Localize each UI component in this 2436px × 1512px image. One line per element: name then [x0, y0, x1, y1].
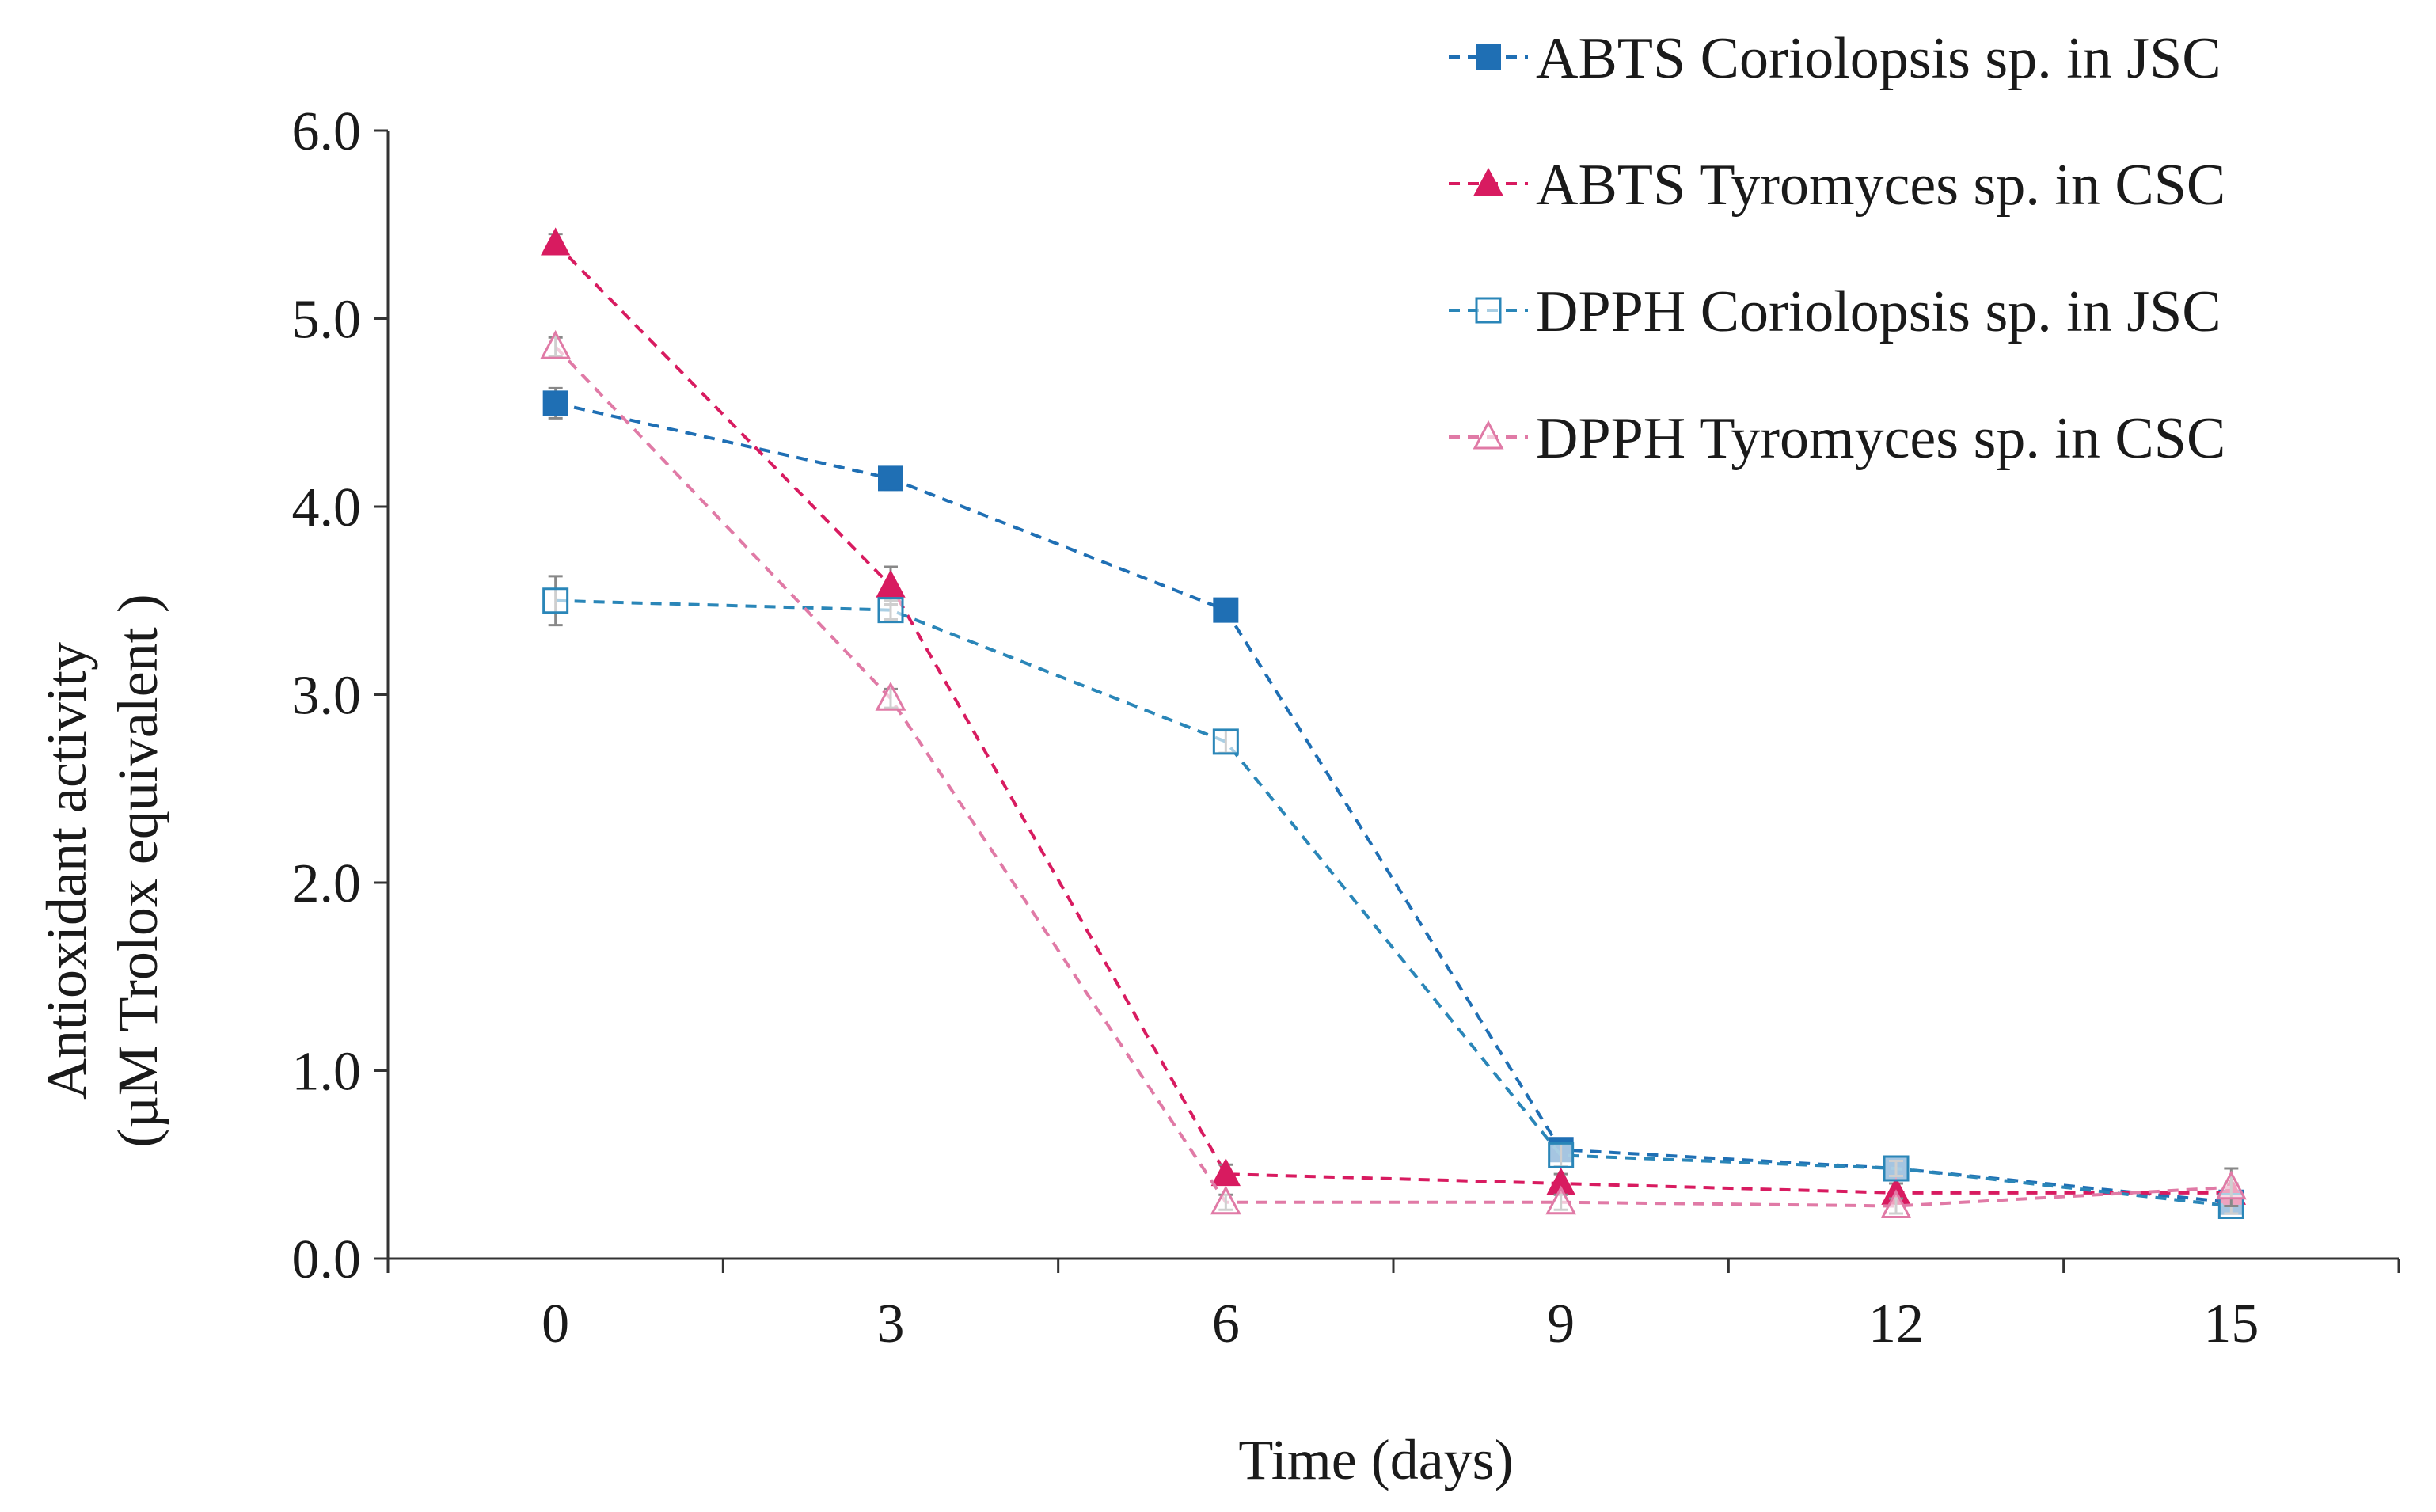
- data-point: [1210, 1185, 1241, 1215]
- data-point: [1880, 1189, 1912, 1218]
- y-axis-title-line-2: (µM Trolox equivalent ): [106, 594, 169, 1147]
- x-tick-label: 9: [1547, 1294, 1575, 1354]
- y-tick-label: 0.0: [292, 1229, 362, 1290]
- series-line: [555, 401, 2232, 1204]
- data-point: [541, 227, 571, 256]
- series-line: [555, 598, 2232, 1208]
- series-line: [554, 242, 2232, 1195]
- legend-entry-1: ABTS Coriolopsis sp. in JSC: [1449, 26, 2221, 91]
- data-point: [1545, 1185, 1577, 1215]
- x-tick-label: 3: [877, 1294, 905, 1354]
- data-point: [877, 597, 904, 624]
- legend-marker: [1475, 297, 1502, 324]
- y-axis-title-line-1: Antioxidant activity: [35, 642, 98, 1100]
- x-tick-label: 15: [2203, 1294, 2259, 1354]
- data-point: [876, 569, 906, 598]
- data-point: [540, 329, 572, 359]
- series-3: [542, 575, 2244, 1219]
- y-tick-label: 3.0: [292, 666, 362, 727]
- legend-entry-4: DPPH Tyromyces sp. in CSC: [1449, 406, 2225, 471]
- series-line: [554, 345, 2232, 1208]
- y-tick-label: 1.0: [292, 1042, 362, 1103]
- legend-label: ABTS Tyromyces sp. in CSC: [1536, 153, 2225, 218]
- data-point: [878, 465, 903, 492]
- y-tick-label: 5.0: [292, 290, 362, 351]
- data-point: [542, 390, 568, 416]
- series-4: [540, 329, 2247, 1218]
- legend-marker: [1473, 420, 1504, 450]
- data-point: [875, 682, 906, 711]
- plot-area: [540, 227, 2247, 1219]
- data-point: [1883, 1155, 1910, 1182]
- x-tick-label: 0: [542, 1294, 569, 1354]
- y-tick-label: 4.0: [292, 477, 362, 538]
- y-tick-label: 6.0: [292, 101, 362, 162]
- legend-marker: [1473, 167, 1503, 196]
- x-tick-label: 12: [1868, 1294, 1924, 1354]
- axes: 0.0 1.0 2.0 3.0 4.0 5.0 6.0 0 3 6 9 12 15: [292, 101, 2400, 1354]
- data-point: [542, 587, 569, 614]
- legend: ABTS Coriolopsis sp. in JSC ABTS Tyromyce…: [1449, 26, 2225, 471]
- y-tick-label: 2.0: [292, 853, 362, 914]
- data-point: [2215, 1170, 2247, 1200]
- x-tick-label: 6: [1212, 1294, 1240, 1354]
- legend-label: ABTS Coriolopsis sp. in JSC: [1536, 26, 2221, 91]
- legend-entry-3: DPPH Coriolopsis sp. in JSC: [1449, 279, 2221, 344]
- legend-label: DPPH Tyromyces sp. in CSC: [1536, 406, 2225, 471]
- legend-marker: [1476, 44, 1501, 70]
- series-1: [542, 386, 2244, 1215]
- data-point: [1548, 1142, 1575, 1168]
- data-point: [1213, 597, 1239, 623]
- data-point: [1212, 728, 1239, 755]
- series-2: [541, 227, 2246, 1205]
- legend-label: DPPH Coriolopsis sp. in JSC: [1536, 279, 2221, 344]
- data-point: [1210, 1157, 1241, 1187]
- legend-entry-2: ABTS Tyromyces sp. in CSC: [1449, 153, 2225, 218]
- x-axis-title: Time (days): [1238, 1428, 1513, 1491]
